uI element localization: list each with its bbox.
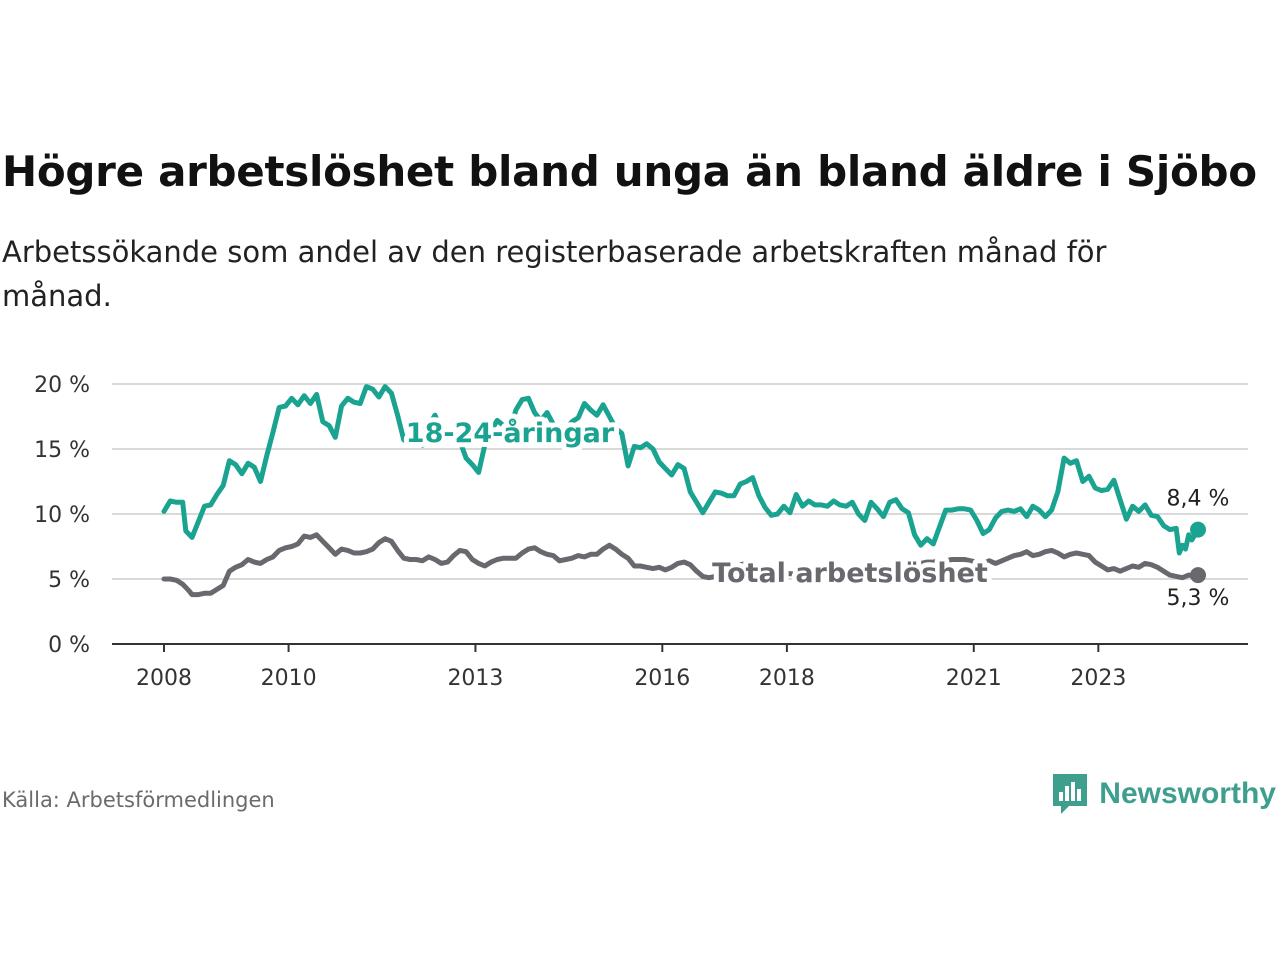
end-value-label-youth: 8,4 % [1167, 487, 1230, 512]
x-tick-label: 2023 [1070, 666, 1126, 691]
series-label-youth: 18-24-åringar [406, 417, 615, 449]
series-label-total: Total arbetslöshet [712, 558, 988, 589]
end-marker-total [1190, 567, 1206, 584]
newsworthy-logo-icon [1053, 774, 1088, 814]
chart-title: Högre arbetslöshet bland unga än bland ä… [2, 147, 1257, 196]
y-tick-label: 15 % [34, 438, 90, 463]
x-tick-label: 2008 [136, 666, 192, 691]
y-tick-label: 20 % [34, 373, 90, 398]
y-tick-label: 5 % [48, 568, 90, 593]
end-marker-youth [1190, 521, 1206, 538]
x-tick-label: 2013 [447, 666, 503, 691]
chart-subtitle: Arbetssökande som andel av den registerb… [2, 235, 1107, 313]
x-tick-label: 2018 [759, 666, 815, 691]
end-value-label-total: 5,3 % [1167, 586, 1230, 611]
y-tick-label: 0 % [48, 633, 90, 658]
brand-logo[interactable]: Newsworthy [1051, 772, 1276, 816]
x-tick-label: 2021 [946, 666, 1002, 691]
series-line-youth [161, 384, 1201, 556]
x-tick-label: 2016 [634, 666, 690, 691]
source-note: Källa: Arbetsförmedlingen [2, 788, 275, 812]
y-tick-label: 10 % [34, 503, 90, 528]
brand-name: Newsworthy [1099, 777, 1276, 810]
x-tick-label: 2010 [261, 666, 317, 691]
series-line-total [161, 532, 1201, 598]
